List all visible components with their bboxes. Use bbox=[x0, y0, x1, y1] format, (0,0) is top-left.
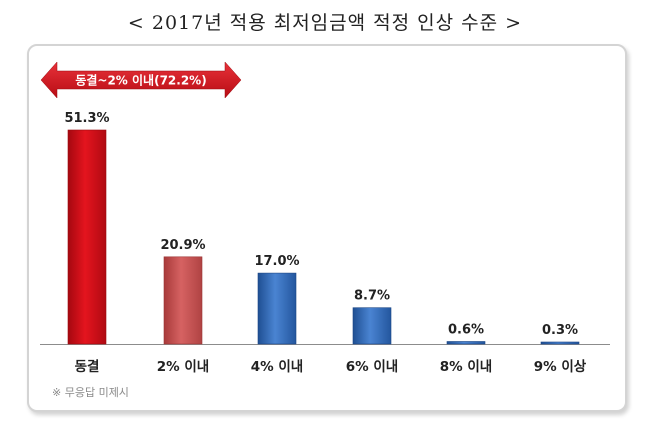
category-label-2: 4% 이내 bbox=[251, 358, 303, 375]
bar-2 bbox=[257, 272, 297, 345]
bar-1 bbox=[163, 256, 203, 345]
bar-4 bbox=[446, 341, 486, 345]
footnote: ※ 무응답 미제시 bbox=[52, 386, 129, 399]
category-label-4: 8% 이내 bbox=[440, 358, 492, 375]
bar-3 bbox=[352, 307, 392, 345]
category-label-5: 9% 이상 bbox=[534, 358, 587, 375]
value-labels-group: 51.3% 20.9% 17.0% 8.7% 0.6% 0.3% bbox=[64, 111, 578, 338]
category-labels-group: 동결 2% 이내 4% 이내 6% 이내 8% 이내 9% 이상 bbox=[75, 358, 587, 375]
category-label-0: 동결 bbox=[75, 358, 100, 375]
data-label-4: 0.6% bbox=[448, 322, 484, 337]
category-label-3: 6% 이내 bbox=[346, 358, 398, 375]
data-label-5: 0.3% bbox=[542, 323, 578, 338]
chart-title: < 2017년 적용 최저임금액 적정 인상 수준 > bbox=[127, 12, 523, 34]
double-arrow-shape bbox=[40, 61, 242, 99]
bars-group bbox=[67, 129, 580, 345]
category-label-1: 2% 이내 bbox=[157, 358, 209, 375]
bar-5 bbox=[540, 341, 580, 345]
data-label-2: 17.0% bbox=[254, 254, 299, 269]
bar-0 bbox=[67, 129, 107, 345]
data-label-0: 51.3% bbox=[64, 111, 109, 126]
data-label-1: 20.9% bbox=[160, 238, 205, 253]
data-label-3: 8.7% bbox=[354, 289, 390, 304]
range-annotation-label: 동결~2% 이내(72.2%) bbox=[75, 73, 206, 88]
range-annotation: 동결~2% 이내(72.2%) bbox=[40, 61, 242, 99]
chart-panel bbox=[27, 44, 627, 412]
